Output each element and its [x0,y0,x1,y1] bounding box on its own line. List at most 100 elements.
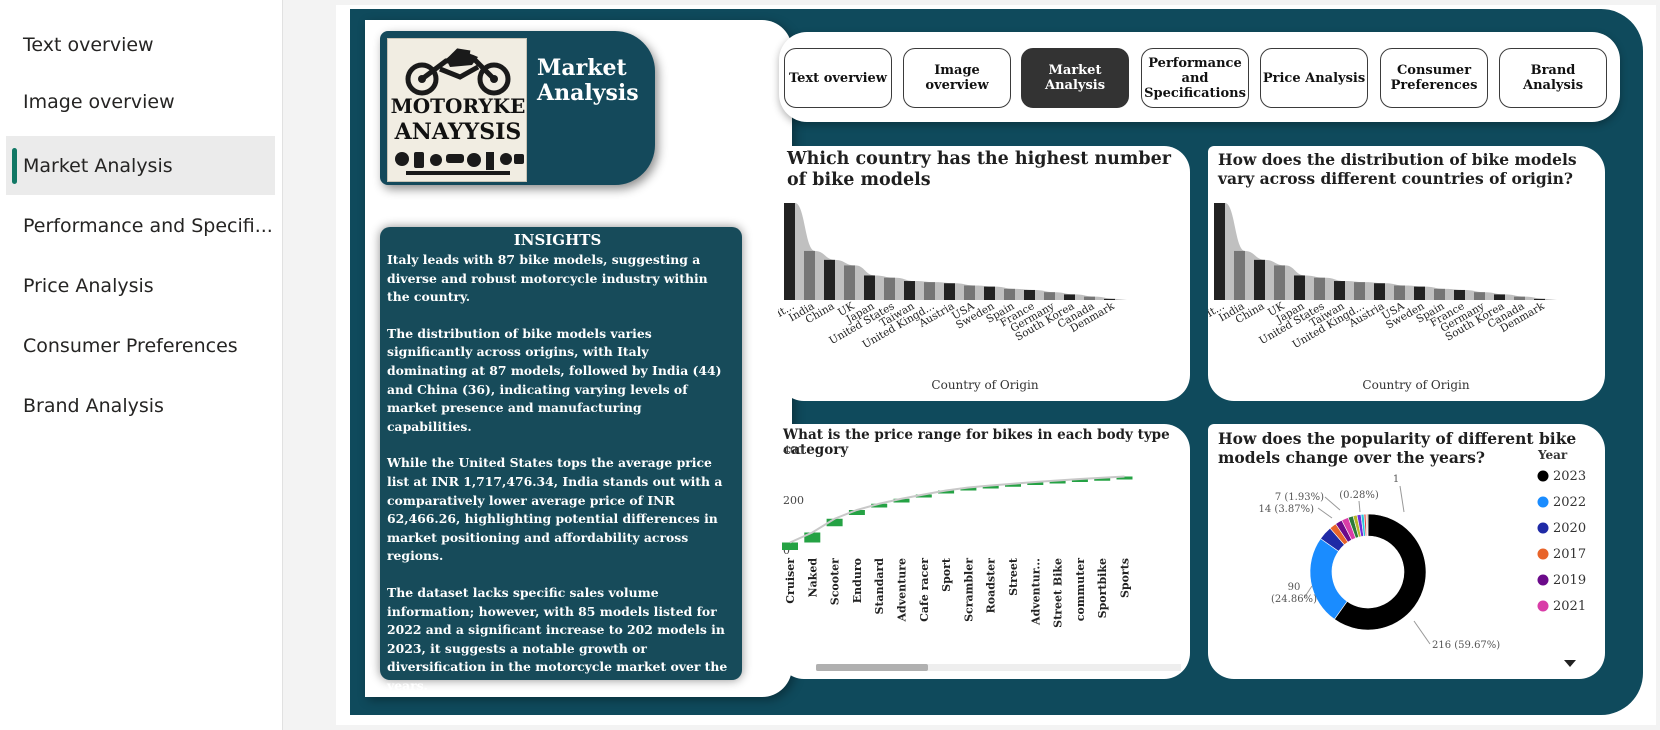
btn-brand-analysis[interactable]: Brand Analysis [1499,48,1607,108]
btn-price-analysis[interactable]: Price Analysis [1260,48,1368,108]
bar[interactable] [784,203,795,300]
range-bar[interactable] [938,490,955,494]
range-bar[interactable] [1049,480,1066,484]
bar[interactable] [1474,292,1485,300]
page-navigation-pane: Text overview Image overview Market Anal… [0,0,283,730]
bar[interactable] [1234,250,1245,300]
nav-item-market-analysis[interactable]: Market Analysis [6,136,275,195]
range-bar[interactable] [893,498,910,503]
range-bar[interactable] [960,487,977,491]
range-bar[interactable] [826,518,843,527]
area-ribbon [1214,203,1557,300]
nav-item-consumer-preferences[interactable]: Consumer Preferences [6,316,275,375]
range-bar[interactable] [804,532,821,543]
data-label: 90 [1288,582,1301,593]
range-bar[interactable] [1071,479,1088,482]
bar[interactable] [904,281,915,300]
legend-marker [1537,574,1549,586]
bar[interactable] [964,285,975,300]
y-tick-label: 200 [783,494,804,507]
scrollbar-thumb [816,664,928,671]
bar[interactable] [1004,288,1015,300]
bar[interactable] [1084,296,1095,300]
donut-slice[interactable] [1366,513,1369,537]
btn-market-analysis[interactable]: Market Analysis [1021,48,1129,108]
x-tick-label: Sportbike [1096,558,1109,618]
range-bar[interactable] [915,494,932,498]
btn-text-overview[interactable]: Text overview [784,48,892,108]
donut-chart-year[interactable]: 216 (59.67%) 90(24.86%) 14 (3.87%)7 (1.93%… [1208,424,1605,679]
insights-panel: INSIGHTS Italy leads with 87 bike models… [380,227,742,693]
bar[interactable] [984,286,995,300]
bar[interactable] [824,259,835,300]
nav-item-image-overview[interactable]: Image overview [6,72,275,131]
y-tick-label: 400 [783,444,804,457]
bar[interactable] [1214,203,1225,300]
nav-item-label: Consumer Preferences [23,334,238,357]
bar[interactable] [1374,283,1385,300]
insight-paragraph: The dataset lacks specific sales volume … [387,584,728,693]
bar[interactable] [1024,289,1035,300]
nav-item-label: Price Analysis [23,274,154,297]
bar[interactable] [1334,281,1345,300]
bar[interactable] [884,277,895,300]
bar[interactable] [944,283,955,300]
x-tick-label: Roadster [985,558,998,614]
bar[interactable] [1454,289,1465,300]
chart-title: How does the popularity of different bik… [1218,429,1577,467]
bar[interactable] [864,275,875,300]
nav-item-price-analysis[interactable]: Price Analysis [6,256,275,315]
label-leader [1413,620,1431,645]
bar[interactable] [844,265,855,300]
range-bar[interactable] [848,510,865,515]
bar[interactable] [1414,286,1425,300]
nav-item-brand-analysis[interactable]: Brand Analysis [6,376,275,435]
legend-entry[interactable]: 2021 [1553,599,1586,614]
bar[interactable] [1044,292,1055,300]
range-bar[interactable] [782,542,798,551]
bar[interactable] [1534,298,1545,300]
label-leader [1324,496,1341,511]
bar[interactable] [1254,259,1265,300]
range-bar[interactable] [1116,476,1133,480]
svg-text:ANAYYSIS: ANAYYSIS [394,119,522,145]
donut-slice[interactable] [1309,538,1348,620]
nav-item-text-overview[interactable]: Text overview [6,15,275,74]
donut-slice[interactable] [1333,513,1427,631]
trend-line [789,475,1125,544]
bar[interactable] [1434,288,1445,300]
bar[interactable] [1514,296,1525,300]
legend-entry[interactable]: 2020 [1553,521,1586,536]
legend-entry[interactable]: 2022 [1553,495,1586,510]
range-bar[interactable] [1027,482,1044,485]
range-chart-price-body-type[interactable]: 0 200 400 Cruiser Naked Scooter Enduro Standard… [778,424,1190,679]
bar[interactable] [1294,275,1305,300]
range-bar[interactable] [982,485,999,489]
bar[interactable] [1064,294,1075,300]
btn-performance-specifications[interactable]: Performance and Specifications [1141,48,1249,108]
bar[interactable] [1394,285,1405,300]
btn-consumer-preferences[interactable]: Consumer Preferences [1380,48,1488,108]
legend-entry[interactable]: 2019 [1553,573,1586,588]
btn-image-overview[interactable]: Image overview [903,48,1011,108]
bar[interactable] [1314,277,1325,300]
nav-item-label: Performance and Specifi... [23,214,273,237]
data-label: 216 (59.67%) [1432,640,1500,651]
bar[interactable] [1104,298,1115,300]
bar[interactable] [804,250,815,300]
bar[interactable] [924,282,935,300]
range-bar[interactable] [1005,483,1021,487]
x-tick-label: Scooter [829,558,842,605]
nav-item-performance[interactable]: Performance and Specifi... [6,196,275,255]
range-bar[interactable] [1094,477,1111,481]
legend-entry[interactable]: 2017 [1553,547,1586,562]
bar[interactable] [1494,294,1505,300]
bar[interactable] [1354,282,1365,300]
chart-title: What is the price range for bikes in eac… [783,427,1170,458]
range-bar[interactable] [871,503,888,508]
legend-entry[interactable]: 2023 [1553,469,1586,484]
bar[interactable] [1274,265,1285,300]
legend-marker [1537,496,1549,508]
